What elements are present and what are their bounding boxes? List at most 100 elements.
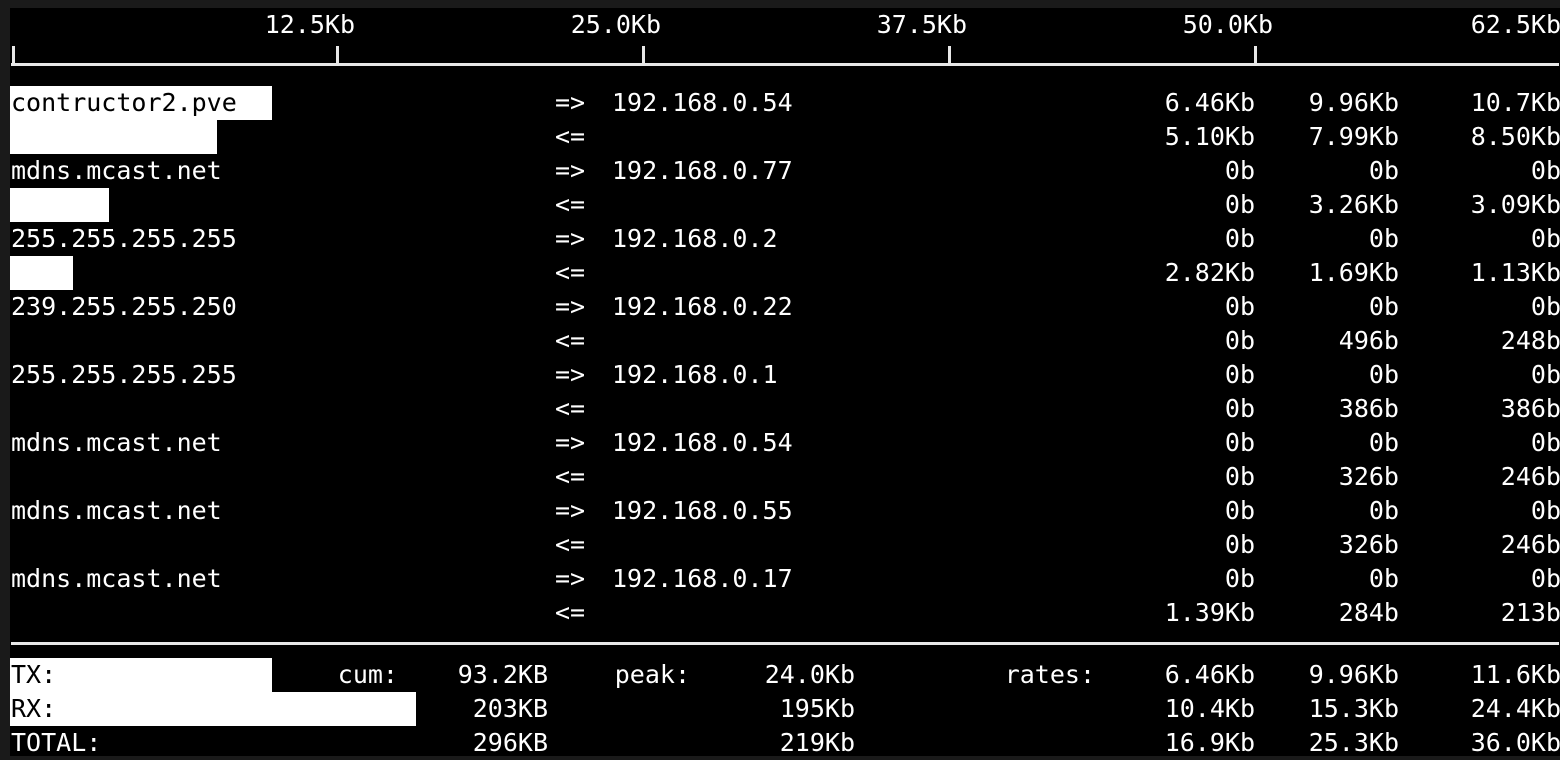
rate-last-40s: 3.09Kb <box>1470 190 1560 219</box>
cumulative-value: 93.2KB <box>457 660 548 689</box>
scale-tick-mark <box>12 46 15 66</box>
connection-send-line[interactable]: 255.255.255.255 192.168.0.1 => 0b 0b 0b <box>10 358 1560 392</box>
summary-row-label: RX: <box>11 694 57 723</box>
rate-last-2s: 0b <box>1224 462 1255 491</box>
host-name: mdns.mcast.net <box>11 428 222 457</box>
scale-tick-label: 25.0Kb <box>570 10 661 39</box>
scale-tick-label: 12.5Kb <box>264 10 355 39</box>
connection-recv-line[interactable]: <= 2.82Kb 1.69Kb 1.13Kb <box>10 256 1560 290</box>
connection-recv-line[interactable]: <= 0b 496b 248b <box>10 324 1560 358</box>
cumulative-value: 203KB <box>472 694 548 723</box>
summary-row: TOTAL: 296KB 219Kb 16.9Kb 25.3Kb 36.0Kb <box>10 726 1560 756</box>
rate-last-40s: 10.7Kb <box>1470 88 1560 117</box>
summary-rate-last-10s: 15.3Kb <box>1308 694 1399 723</box>
summary-rate-last-40s: 24.4Kb <box>1470 694 1560 723</box>
connection-recv-line[interactable]: <= 0b 326b 246b <box>10 528 1560 562</box>
rate-last-2s: 0b <box>1224 394 1255 423</box>
connection-send-line[interactable]: contructor2.pve 192.168.0.54 => 6.46Kb 9.96K… <box>10 86 1560 120</box>
rate-last-40s: 248b <box>1500 326 1560 355</box>
summary-rate-last-40s: 36.0Kb <box>1470 728 1560 756</box>
rate-last-10s: 9.96Kb <box>1308 88 1399 117</box>
rate-last-2s: 0b <box>1224 496 1255 525</box>
summary-rate-last-2s: 10.4Kb <box>1164 694 1255 723</box>
terminal-screen[interactable]: 12.5Kb 25.0Kb 37.5Kb 50.0Kb 62.5Kb contructo… <box>10 8 1560 756</box>
connection-send-line[interactable]: mdns.mcast.net 192.168.0.17 => 0b 0b 0b <box>10 562 1560 596</box>
recv-arrow-icon: <= <box>555 326 586 355</box>
scale-tick-mark <box>1254 46 1257 66</box>
rx-bandwidth-bar <box>10 188 109 222</box>
rate-last-10s: 0b <box>1368 156 1399 185</box>
connection-send-line[interactable]: 239.255.255.250 192.168.0.22 => 0b 0b 0b <box>10 290 1560 324</box>
scale-tick-label: 37.5Kb <box>876 10 967 39</box>
bandwidth-scale: 12.5Kb 25.0Kb 37.5Kb 50.0Kb 62.5Kb <box>10 8 1560 72</box>
connection-pair[interactable]: mdns.mcast.net 192.168.0.54 => 0b 0b 0b <= 0b 32… <box>10 426 1560 494</box>
rate-last-40s: 0b <box>1530 360 1560 389</box>
connection-pair[interactable]: mdns.mcast.net 192.168.0.77 => 0b 0b 0b <= 0b 3.… <box>10 154 1560 222</box>
recv-arrow-icon: <= <box>555 462 586 491</box>
rate-last-40s: 0b <box>1530 292 1560 321</box>
connection-recv-line[interactable]: <= 0b 3.26Kb 3.09Kb <box>10 188 1560 222</box>
send-arrow-icon: => <box>555 564 586 593</box>
send-arrow-icon: => <box>555 496 586 525</box>
connection-recv-line[interactable]: <= 0b 326b 246b <box>10 460 1560 494</box>
rate-last-40s: 0b <box>1530 428 1560 457</box>
scale-tick-mark <box>948 46 951 66</box>
scale-ruler <box>11 44 1559 66</box>
rx-total-bar <box>10 692 416 726</box>
tx-total-bar <box>10 658 272 692</box>
connection-pair[interactable]: 239.255.255.250 192.168.0.22 => 0b 0b 0b <= 0b 4… <box>10 290 1560 358</box>
peer-address: 192.168.0.55 <box>612 496 793 525</box>
peer-address: 192.168.0.1 <box>612 360 778 389</box>
connection-pair[interactable]: mdns.mcast.net 192.168.0.17 => 0b 0b 0b <= 1.39… <box>10 562 1560 630</box>
rate-last-2s: 0b <box>1224 156 1255 185</box>
rate-last-40s: 0b <box>1530 224 1560 253</box>
rate-last-2s: 0b <box>1224 360 1255 389</box>
connection-pair[interactable]: contructor2.pve 192.168.0.54 => 6.46Kb 9.96K… <box>10 86 1560 154</box>
rate-last-2s: 0b <box>1224 530 1255 559</box>
peer-address: 192.168.0.2 <box>612 224 778 253</box>
send-arrow-icon: => <box>555 224 586 253</box>
send-arrow-icon: => <box>555 156 586 185</box>
connection-send-line[interactable]: mdns.mcast.net 192.168.0.55 => 0b 0b 0b <box>10 494 1560 528</box>
peer-address: 192.168.0.17 <box>612 564 793 593</box>
tx-bandwidth-bar <box>10 86 272 120</box>
rate-last-2s: 5.10Kb <box>1164 122 1255 151</box>
rate-last-40s: 1.13Kb <box>1470 258 1560 287</box>
summary-rate-last-10s: 9.96Kb <box>1308 660 1399 689</box>
rate-last-40s: 213b <box>1500 598 1560 627</box>
rate-last-10s: 1.69Kb <box>1308 258 1399 287</box>
peak-value: 219Kb <box>779 728 855 756</box>
peer-address: 192.168.0.54 <box>612 428 793 457</box>
rate-last-10s: 3.26Kb <box>1308 190 1399 219</box>
connection-send-line[interactable]: 255.255.255.255 192.168.0.2 => 0b 0b 0b <box>10 222 1560 256</box>
recv-arrow-icon: <= <box>555 394 586 423</box>
peer-address: 192.168.0.77 <box>612 156 793 185</box>
connection-list[interactable]: contructor2.pve 192.168.0.54 => 6.46Kb 9.96K… <box>10 86 1560 636</box>
summary-row: TX: cum: peak: rates: 93.2KB 24.0Kb 6.46Kb 9.96… <box>10 658 1560 692</box>
connection-send-line[interactable]: mdns.mcast.net 192.168.0.54 => 0b 0b 0b <box>10 426 1560 460</box>
host-name: 255.255.255.255 <box>11 360 237 389</box>
connection-send-line[interactable]: mdns.mcast.net 192.168.0.77 => 0b 0b 0b <box>10 154 1560 188</box>
connection-recv-line[interactable]: <= 0b 386b 386b <box>10 392 1560 426</box>
rate-last-10s: 0b <box>1368 360 1399 389</box>
cumulative-value: 296KB <box>472 728 548 756</box>
rate-last-10s: 326b <box>1338 462 1399 491</box>
rate-last-10s: 326b <box>1338 530 1399 559</box>
peer-address: 192.168.0.54 <box>612 88 793 117</box>
peak-value: 24.0Kb <box>764 660 855 689</box>
summary-divider <box>11 642 1559 645</box>
host-name: mdns.mcast.net <box>11 496 222 525</box>
connection-pair[interactable]: 255.255.255.255 192.168.0.2 => 0b 0b 0b <= 2.82… <box>10 222 1560 290</box>
summary-rate-last-2s: 16.9Kb <box>1164 728 1255 756</box>
peak-value: 195Kb <box>779 694 855 723</box>
rate-last-2s: 0b <box>1224 326 1255 355</box>
connection-recv-line[interactable]: <= 5.10Kb 7.99Kb 8.50Kb <box>10 120 1560 154</box>
summary-rate-last-40s: 11.6Kb <box>1470 660 1560 689</box>
connection-pair[interactable]: mdns.mcast.net 192.168.0.55 => 0b 0b 0b <= 0b 32… <box>10 494 1560 562</box>
summary-row-label: TX: <box>11 660 57 689</box>
recv-arrow-icon: <= <box>555 530 586 559</box>
connection-recv-line[interactable]: <= 1.39Kb 284b 213b <box>10 596 1560 630</box>
connection-pair[interactable]: 255.255.255.255 192.168.0.1 => 0b 0b 0b <= 0b 38… <box>10 358 1560 426</box>
rate-last-2s: 0b <box>1224 564 1255 593</box>
